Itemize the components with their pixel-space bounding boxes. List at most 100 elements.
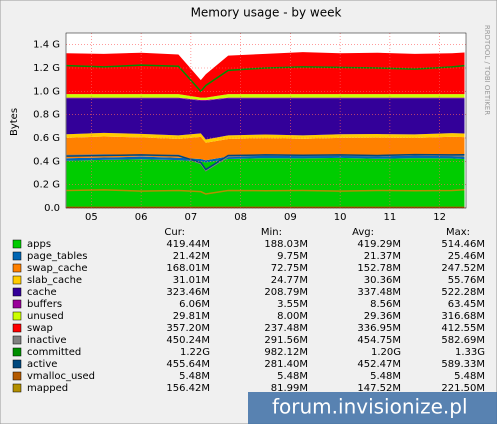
x-tick-label: 12 [433,212,446,223]
legend-swatch [12,299,22,309]
area [66,136,465,161]
legend-header: Cur: [164,227,185,238]
legend-stat: 982.12M [264,347,308,358]
legend-stat: 452.47M [357,359,401,370]
legend-stat: 21.42M [173,251,210,262]
y-tick-label: 0.4 G [33,156,60,167]
legend-stat: 221.50M [441,383,485,394]
y-tick-label: 0.6 G [33,133,60,144]
legend-swatch [12,275,22,285]
legend-stat: 55.76M [448,275,485,286]
legend-swatch [12,371,22,381]
area [66,94,465,100]
legend-stat: 281.40M [264,359,308,370]
legend-swatch [12,263,22,273]
legend-stat: 291.56M [264,335,308,346]
legend-stat: 1.20G [371,347,401,358]
legend-stat: 337.48M [357,287,401,298]
legend-stat: 323.46M [166,287,210,298]
legend: Cur: Min: Avg: Max: apps 419.44M 188.03M 419.29… [12,227,485,394]
legend-label: vmalloc_used [27,371,95,382]
legend-label: apps [27,239,51,250]
legend-stat: 168.01M [166,263,210,274]
y-tick-label: 0.8 G [33,110,60,121]
legend-stat: 31.01M [173,275,210,286]
legend-swatch [12,347,22,357]
legend-label: swap [27,323,53,334]
area [66,52,465,98]
legend-label: committed [27,347,81,358]
legend-stat: 21.37M [364,251,401,262]
line [66,64,465,93]
legend-stat: 72.75M [271,263,308,274]
legend-label: page_tables [27,251,88,262]
legend-stat: 589.33M [441,359,485,370]
y-tick-label: 0.2 G [33,180,60,191]
y-tick-label: 1.2 G [33,63,60,74]
area [66,157,465,208]
x-tick-label: 11 [384,212,397,223]
x-tick-label: 05 [85,212,98,223]
legend-stat: 357.20M [166,323,210,334]
legend-stat: 5.48M [454,371,485,382]
y-tick-label: 0.0 [44,203,60,214]
legend-stat: 8.56M [370,299,401,310]
legend-stat: 5.48M [370,371,401,382]
legend-stat: 1.33G [455,347,485,358]
legend-swatch [12,359,22,369]
legend-label: unused [27,311,64,322]
legend-swatch [12,335,22,345]
legend-stat: 156.42M [166,383,210,394]
legend-label: slab_cache [27,275,82,286]
legend-stat: 454.75M [357,335,401,346]
legend-label: buffers [27,299,62,310]
legend-swatch [12,287,22,297]
legend-stat: 8.00M [277,311,308,322]
watermark: forum.invisionize.pl [272,395,468,419]
legend-stat: 81.99M [271,383,308,394]
legend-stat: 152.78M [357,263,401,274]
legend-stat: 247.52M [441,263,485,274]
legend-stat: 5.48M [179,371,210,382]
area [66,97,465,101]
legend-swatch [12,311,22,321]
legend-label: cache [27,287,57,298]
line [66,189,465,195]
legend-stat: 3.55M [277,299,308,310]
y-tick-label: 1.4 G [33,40,60,51]
legend-stat: 412.55M [441,323,485,334]
legend-header: Avg: [352,227,374,238]
legend-stat: 147.52M [357,383,401,394]
legend-stat: 514.46M [441,239,485,250]
legend-stat: 237.48M [264,323,308,334]
legend-swatch [12,383,22,393]
plot-frame [65,32,467,209]
legend-label: swap_cache [27,263,87,274]
legend-label: active [27,359,57,370]
x-tick-label: 06 [135,212,148,223]
legend-stat: 419.44M [166,239,210,250]
legend-header: Min: [261,227,282,238]
side-text: RRDTOOL / TOBI OETIKER [483,25,491,115]
legend-stat: 522.28M [441,287,485,298]
legend-stat: 582.69M [441,335,485,346]
legend-swatch [12,251,22,261]
legend-stat: 208.79M [264,287,308,298]
x-tick-label: 09 [284,212,297,223]
legend-stat: 6.06M [179,299,210,310]
legend-header: Max: [446,227,470,238]
legend-stat: 9.75M [277,251,308,262]
line [66,153,465,171]
area [66,132,465,143]
y-axis-label: Bytes [9,108,20,136]
x-tick-label: 07 [185,212,198,223]
plot: 0.0 0.2 G 0.4 G 0.6 G 0.8 G 1.0 G 1.2 G 1.4 G 05… [33,32,467,223]
legend-stat: 450.24M [166,335,210,346]
legend-stat: 29.81M [173,311,210,322]
legend-stat: 25.46M [448,251,485,262]
chart-title: Memory usage - by week [191,6,342,20]
legend-label: mapped [27,383,68,394]
legend-stat: 30.36M [364,275,401,286]
watermark-bg [248,392,497,424]
